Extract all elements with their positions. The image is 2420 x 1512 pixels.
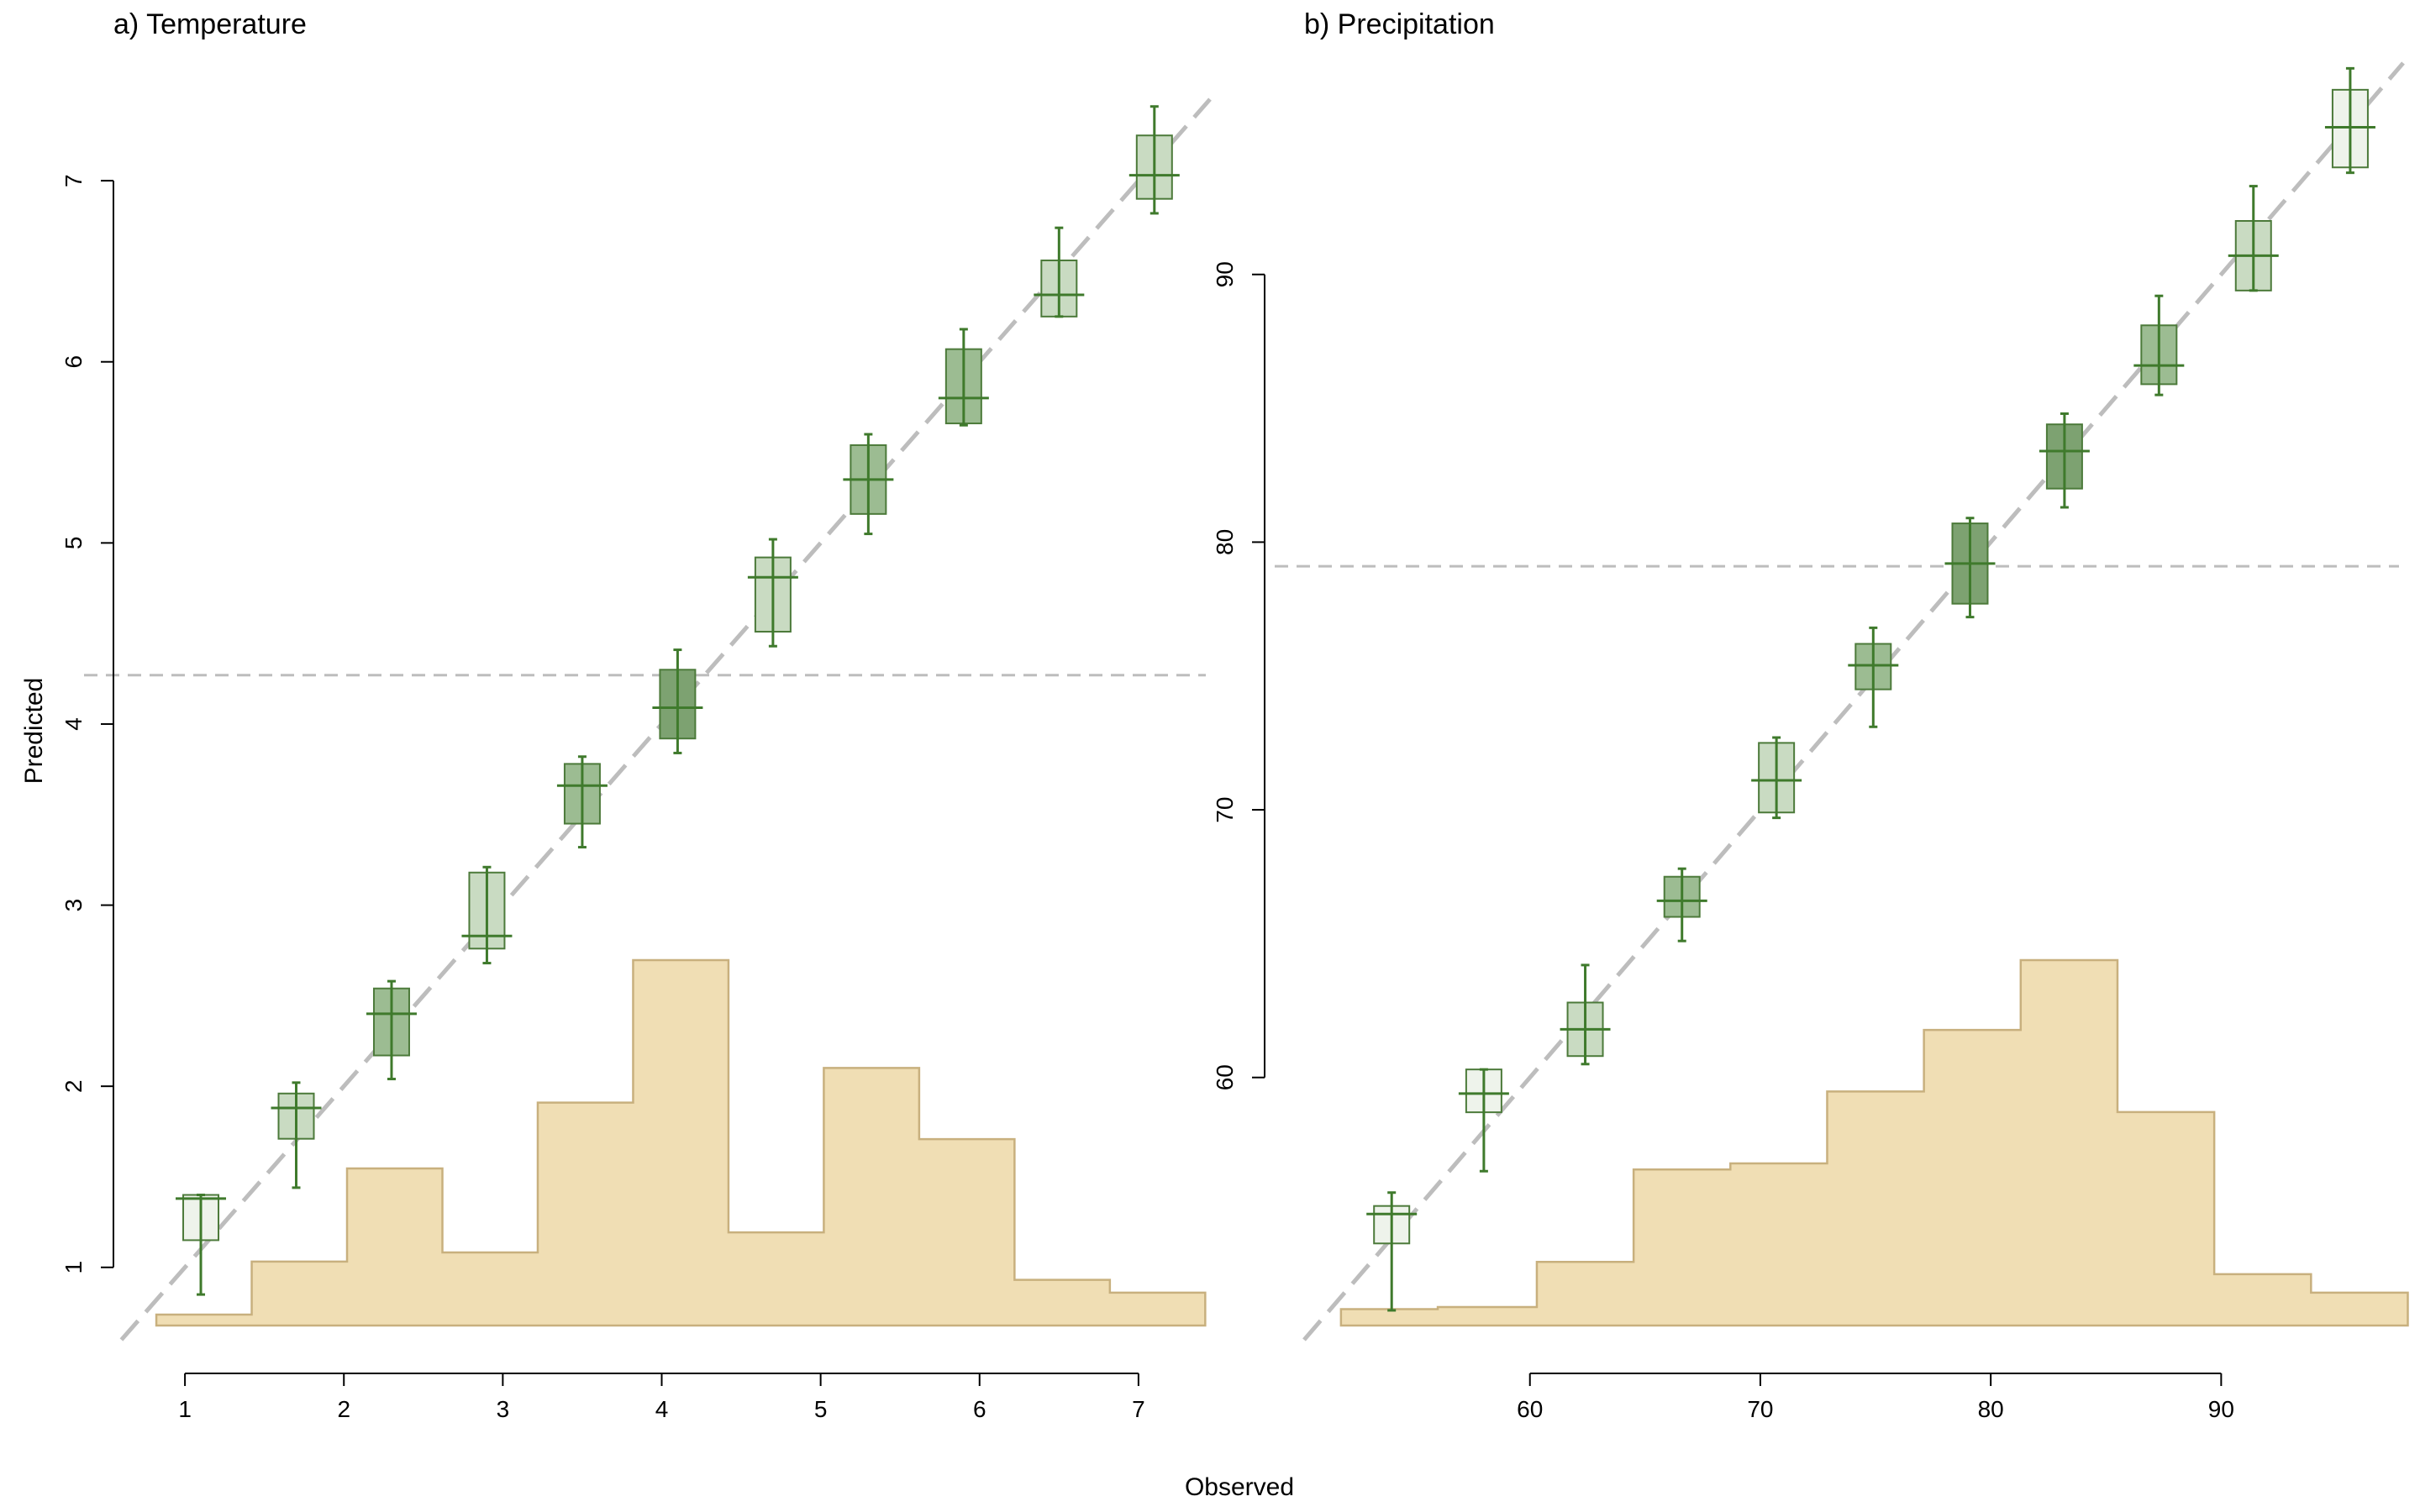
x-tick-label: 7 <box>1132 1396 1145 1422</box>
y-tick-label: 6 <box>60 355 87 369</box>
box-3 <box>1560 963 1611 1066</box>
one-to-one-line <box>1302 61 2405 1341</box>
box-11 <box>1128 105 1180 215</box>
box-1 <box>176 1194 227 1296</box>
y-tick-label: 70 <box>1212 796 1238 822</box>
box-7 <box>747 538 798 648</box>
panel-title: b) Precipitation <box>1304 8 1495 40</box>
box-5 <box>1751 736 1802 820</box>
box-9 <box>2133 294 2185 396</box>
x-tick-label: 1 <box>178 1396 192 1422</box>
box-4 <box>461 865 513 965</box>
box-2 <box>1458 1068 1509 1173</box>
box-7 <box>1944 517 1996 619</box>
y-tick-label: 90 <box>1212 261 1238 287</box>
y-tick-label: 4 <box>60 717 87 731</box>
x-tick-label: 90 <box>2208 1396 2234 1422</box>
box-8 <box>2039 412 2090 509</box>
histogram <box>1339 958 2409 1327</box>
box-8 <box>843 433 894 536</box>
precipitation-panel: b) Precipitation 60 70 80 90 60 70 80 90 <box>1212 8 2409 1422</box>
x-tick-label: 5 <box>814 1396 828 1422</box>
box-5 <box>556 755 608 849</box>
x-tick-label: 2 <box>337 1396 350 1422</box>
y-tick-label: 1 <box>60 1261 87 1274</box>
box-4 <box>1656 867 1707 942</box>
x-tick-label: 3 <box>497 1396 510 1422</box>
box-10 <box>1034 226 1085 318</box>
y-tick-label: 2 <box>60 1079 87 1093</box>
box-9 <box>938 328 989 427</box>
box-6 <box>1848 626 1899 728</box>
histogram <box>155 958 1207 1327</box>
panel-title: a) Temperature <box>113 8 307 40</box>
x-tick-label: 80 <box>1978 1396 2004 1422</box>
box-6 <box>652 648 703 754</box>
x-tick-label: 4 <box>655 1396 669 1422</box>
box-1 <box>1366 1191 1418 1312</box>
y-tick-label: 3 <box>60 899 87 912</box>
y-tick-label: 5 <box>60 537 87 550</box>
y-tick-label: 7 <box>60 174 87 187</box>
x-tick-label: 6 <box>973 1396 986 1422</box>
temperature-panel: a) Temperature 1 2 3 4 5 6 7 1 2 3 4 5 6 7 Predicted <box>20 8 1212 1422</box>
shared-x-axis-label: Observed <box>1185 1473 1294 1501</box>
x-tick-label: 60 <box>1517 1396 1543 1422</box>
box-10 <box>2228 185 2279 292</box>
box-3 <box>366 979 417 1081</box>
x-tick-label: 70 <box>1747 1396 1773 1422</box>
y-tick-label: 60 <box>1212 1064 1238 1090</box>
y-tick-label: 80 <box>1212 529 1238 555</box>
box-2 <box>271 1081 322 1189</box>
y-axis-label: Predicted <box>20 678 48 785</box>
box-11 <box>2324 66 2375 175</box>
